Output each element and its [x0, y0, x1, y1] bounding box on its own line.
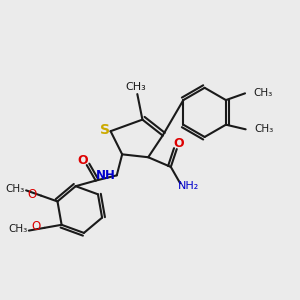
Text: S: S	[100, 123, 110, 137]
Text: CH₃: CH₃	[5, 184, 25, 194]
Text: O: O	[173, 137, 184, 150]
Text: CH₃: CH₃	[254, 88, 273, 98]
Text: O: O	[77, 154, 88, 167]
Text: CH₃: CH₃	[254, 124, 274, 134]
Text: CH₃: CH₃	[8, 224, 27, 234]
Text: O: O	[28, 188, 37, 201]
Text: NH₂: NH₂	[178, 181, 200, 191]
Text: CH₃: CH₃	[125, 82, 146, 92]
Text: NH: NH	[95, 169, 115, 182]
Text: O: O	[31, 220, 40, 233]
